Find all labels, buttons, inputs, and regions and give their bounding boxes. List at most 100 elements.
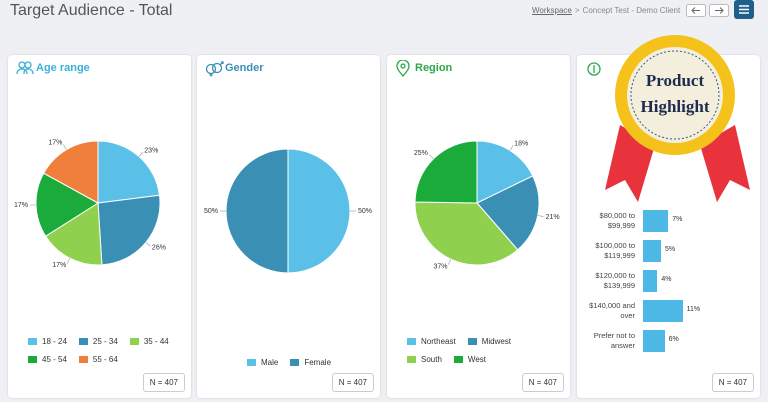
slice-label: 21%: [546, 214, 560, 221]
breadcrumb-separator: >: [574, 6, 580, 15]
card-icon: [587, 62, 601, 76]
slice-label: 17%: [48, 140, 62, 147]
legend: Northeast Midwest South West: [407, 337, 567, 364]
legend-label: Male: [261, 358, 279, 367]
legend-item: Midwest: [467, 337, 512, 346]
breadcrumb-link[interactable]: Workspace: [532, 6, 572, 15]
legend-item: Northeast: [407, 337, 456, 346]
slice-label: 25%: [414, 150, 428, 157]
legend: 18 - 24 25 - 34 35 - 44 45 - 54 55 - 64: [28, 337, 188, 364]
bar: [643, 300, 683, 322]
pie-slice: [42, 140, 99, 204]
breadcrumb: Workspace > Concept Test - Demo Client: [532, 6, 680, 15]
label-leader: [448, 259, 452, 265]
legend-swatch: [28, 338, 37, 345]
legend-item: 45 - 54: [28, 355, 67, 364]
pie-chart: 50% 50%: [204, 148, 372, 274]
badge-text: Product Highlight: [640, 71, 710, 116]
legend-item: South: [407, 355, 442, 364]
bar: [643, 270, 658, 292]
legend-swatch: [28, 356, 37, 363]
card: Age range N = 407 23% 26% 17% 17% 17% 18 - 24 25…: [8, 55, 191, 398]
legend-swatch: [78, 338, 88, 345]
legend-swatch: [247, 359, 256, 366]
legend-label: 45 - 54: [42, 355, 67, 364]
legend-swatch: [407, 338, 416, 345]
legend-label: 55 - 64: [92, 355, 118, 364]
label-leader: [509, 145, 514, 151]
pie-chart: 23% 26% 17% 17% 17%: [14, 140, 166, 270]
pie-chart: 18% 21% 37% 25%: [414, 140, 560, 270]
pie-slice: [44, 202, 103, 266]
card-icon: [396, 60, 410, 78]
bar-value: 6%: [668, 336, 679, 343]
slice-label: 50%: [358, 208, 372, 215]
legend-swatch: [78, 356, 88, 363]
card-title: Gender: [225, 62, 264, 74]
bar-label: $140,000 and over: [589, 301, 635, 320]
bar: [643, 210, 669, 232]
legend-swatch: [467, 338, 477, 345]
legend-item: 35 - 44: [129, 337, 169, 346]
slice-label: 50%: [204, 208, 218, 215]
label-leader: [66, 258, 71, 264]
pie-slice: [287, 148, 351, 274]
breadcrumb-current: Concept Test - Demo Client: [582, 6, 681, 15]
label-leader: [429, 154, 434, 160]
card-title: Age range: [36, 62, 90, 74]
legend-item: Male: [247, 358, 278, 367]
slice-label: 37%: [433, 263, 447, 270]
legend-item: West: [453, 355, 486, 364]
bar-label: $80,000 to $99,999: [599, 211, 635, 230]
bar-label: $100,000 to $119,999: [595, 241, 635, 260]
pie-slice: [476, 140, 534, 204]
forward-icon: [715, 7, 724, 14]
legend-item: Female: [290, 358, 331, 367]
slice-label: 17%: [14, 202, 28, 209]
pie-slice: [35, 172, 99, 237]
legend: Male Female: [247, 358, 407, 367]
legend-label: 18 - 24: [42, 337, 67, 346]
card: Gender N = 407 50% 50% Male Female: [197, 55, 380, 398]
bar: [643, 240, 661, 262]
slice-label: 23%: [144, 147, 158, 154]
legend-item: 55 - 64: [78, 355, 118, 364]
nav-buttons[interactable]: [686, 4, 730, 18]
label-leader: [145, 242, 151, 247]
page-title: Target Audience - Total: [10, 2, 173, 19]
card-icon: [205, 61, 224, 77]
pie-slice: [414, 140, 478, 204]
legend-label: 35 - 44: [143, 337, 169, 346]
legend-label: 25 - 34: [92, 337, 118, 346]
slice-label: 18%: [514, 141, 528, 148]
legend-item: 18 - 24: [28, 337, 67, 346]
legend-label: South: [421, 355, 442, 364]
card-title: Region: [415, 62, 453, 74]
sample-size: N = 407: [521, 373, 564, 392]
bar-value: 4%: [661, 276, 672, 283]
legend-label: West: [467, 355, 486, 364]
sample-size: N = 407: [711, 373, 754, 392]
legend-swatch: [290, 359, 300, 366]
pie-slice: [97, 140, 161, 204]
pie-slice: [476, 175, 540, 251]
legend-swatch: [129, 338, 139, 345]
bar-label: $120,000 to $139,999: [595, 271, 635, 290]
bar-value: 5%: [665, 246, 676, 253]
pie-slice: [97, 194, 161, 266]
slice-label: 17%: [52, 262, 66, 269]
slice-label: 26%: [152, 244, 166, 251]
legend-label: Female: [304, 358, 332, 367]
label-leader: [63, 144, 67, 150]
back-icon: [691, 7, 700, 14]
bar-value: 11%: [686, 306, 701, 313]
label-leader: [138, 151, 144, 157]
badge-graphic: [605, 35, 750, 202]
bar: [643, 330, 665, 352]
menu-button[interactable]: [734, 0, 754, 19]
legend-swatch: [453, 356, 463, 363]
legend-label: Midwest: [481, 337, 512, 346]
legend-item: 25 - 34: [78, 337, 118, 346]
card: Region N = 407 18% 21% 37% 25% Northeast Midwes…: [387, 55, 570, 398]
